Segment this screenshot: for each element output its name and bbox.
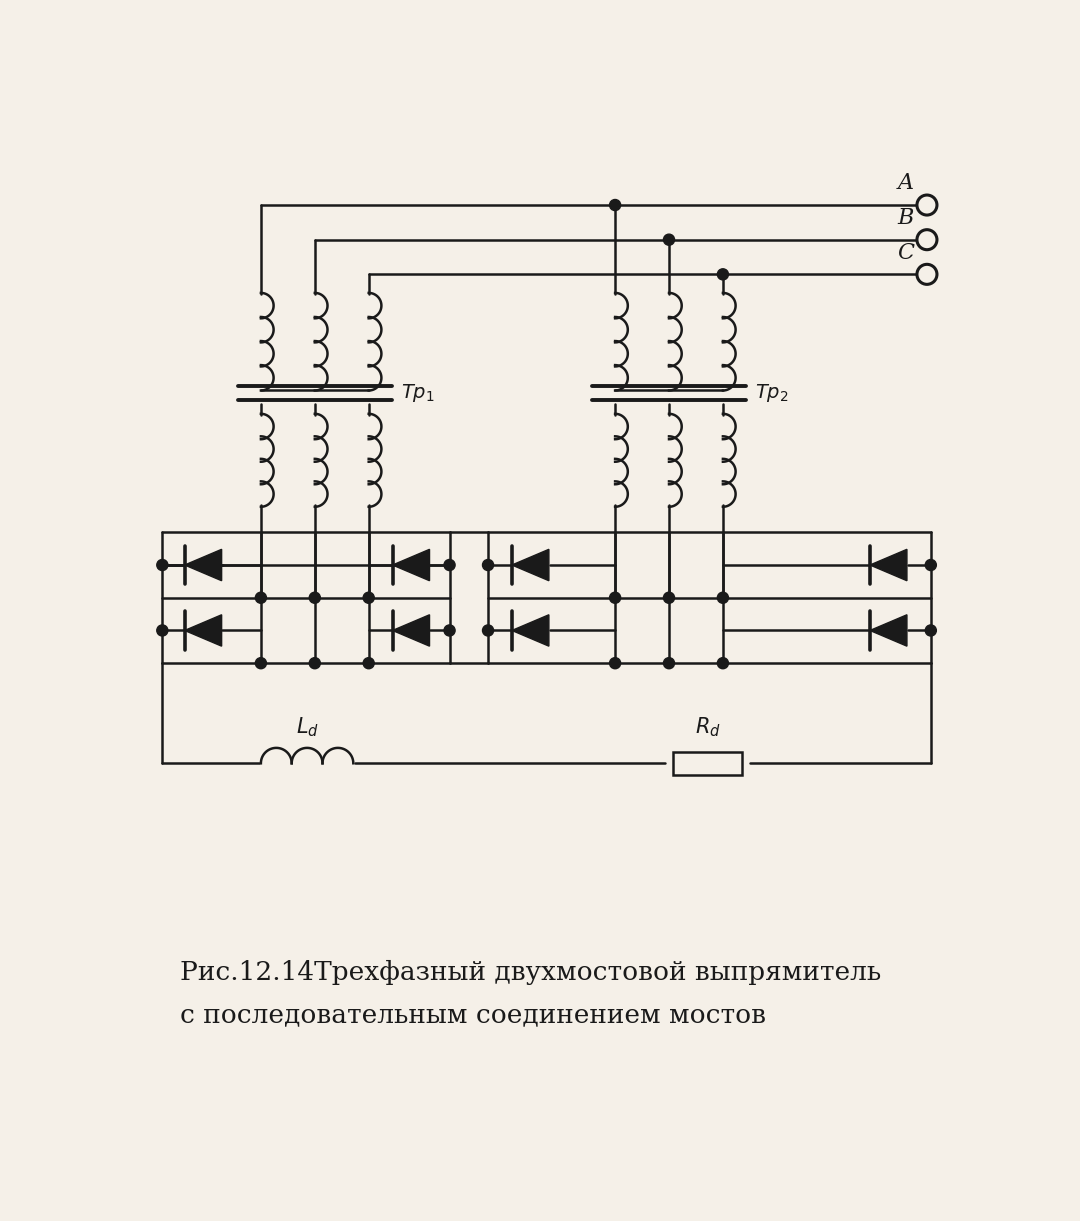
Circle shape: [717, 658, 728, 669]
Circle shape: [917, 195, 937, 215]
Text: $Тр_2$: $Тр_2$: [755, 382, 788, 404]
Circle shape: [609, 658, 621, 669]
Circle shape: [483, 625, 494, 636]
Circle shape: [926, 559, 936, 570]
Circle shape: [157, 625, 167, 636]
Circle shape: [917, 264, 937, 284]
Circle shape: [663, 592, 675, 603]
Circle shape: [363, 592, 375, 603]
Polygon shape: [392, 549, 430, 581]
Circle shape: [717, 269, 728, 280]
Circle shape: [309, 592, 321, 603]
Circle shape: [157, 559, 167, 570]
Text: $L_d$: $L_d$: [296, 716, 319, 739]
Polygon shape: [512, 549, 549, 581]
Polygon shape: [870, 614, 907, 646]
Circle shape: [917, 230, 937, 250]
Polygon shape: [512, 614, 549, 646]
Text: с последовательным соединением мостов: с последовательным соединением мостов: [180, 1002, 766, 1027]
Circle shape: [255, 592, 267, 603]
Circle shape: [483, 559, 494, 570]
Text: A: A: [897, 172, 914, 194]
Polygon shape: [185, 614, 221, 646]
Polygon shape: [870, 549, 907, 581]
Text: B: B: [897, 206, 914, 228]
Polygon shape: [392, 614, 430, 646]
Text: Рис.12.14Трехфазный двухмостовой выпрямитель: Рис.12.14Трехфазный двухмостовой выпрями…: [180, 960, 881, 984]
Circle shape: [444, 625, 455, 636]
Circle shape: [363, 658, 375, 669]
Circle shape: [926, 625, 936, 636]
Bar: [673, 752, 742, 775]
Circle shape: [609, 199, 621, 210]
Text: $Тр_1$: $Тр_1$: [401, 382, 435, 404]
Circle shape: [255, 658, 267, 669]
Circle shape: [663, 234, 675, 245]
Circle shape: [609, 592, 621, 603]
Circle shape: [309, 658, 321, 669]
Text: C: C: [896, 242, 914, 264]
Circle shape: [717, 592, 728, 603]
Polygon shape: [185, 549, 221, 581]
Text: $R_d$: $R_d$: [694, 716, 720, 739]
Circle shape: [663, 658, 675, 669]
Circle shape: [444, 559, 455, 570]
